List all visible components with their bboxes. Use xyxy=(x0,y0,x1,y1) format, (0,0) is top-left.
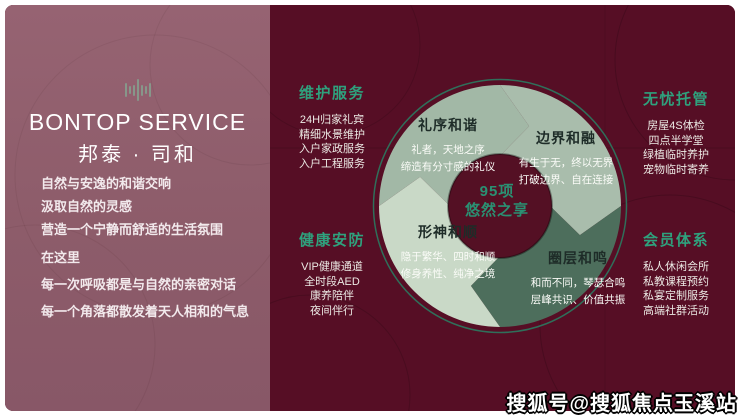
quadrant-line: 缔造有分寸感的礼仪 xyxy=(400,160,496,173)
service-item: VIP健康通道 xyxy=(301,261,363,273)
service-item: 24H归家礼宾 xyxy=(299,114,365,126)
service-item: 康养陪伴 xyxy=(310,290,354,303)
quadrant-sector-bottom-right xyxy=(470,206,621,327)
quadrant-line: 隐于繁华、四时和顺 xyxy=(400,251,496,263)
service-group-title: 会员体系 xyxy=(642,232,709,249)
quadrant-label-bottom-left: 形神和顺 隐于繁华、四时和顺 修身养性、纯净之境 xyxy=(373,222,523,282)
intro-text: 自然与安逸的和谐交响 汲取自然的灵感 营造一个宁静而舒适的生活氛围 在这里 每一… xyxy=(41,177,261,332)
intro-line: 每一个角落都散发着天人相和的气息 xyxy=(41,304,250,319)
quadrant-title: 圈层和鸣 xyxy=(548,250,608,266)
service-group-title: 无忧托管 xyxy=(642,91,709,108)
quadrant-line: 礼者，天地之序 xyxy=(411,144,485,156)
intro-line: 自然与安逸的和谐交响 xyxy=(41,176,172,191)
service-item: 私宴定制服务 xyxy=(643,290,709,303)
quadrant-line: 层峰共识、价值共振 xyxy=(530,293,626,306)
service-item: 私教课程预约 xyxy=(643,275,709,288)
audio-bars-icon xyxy=(5,77,270,103)
service-group-title: 维护服务 xyxy=(298,85,365,102)
quadrant-line: 打破边界、自在连接 xyxy=(518,173,614,186)
slide: BONTOP SERVICE 邦泰 · 司和 自然与安逸的和谐交响 汲取自然的灵… xyxy=(5,5,735,411)
quadrant-sector-bottom-left xyxy=(379,176,500,327)
quadrant-label-top-right: 边界和融 有生于无，终以无界 打破边界、自在连接 xyxy=(491,128,641,188)
service-item: 夜间伴行 xyxy=(310,304,354,317)
service-group-membership: 会员体系 私人休闲会所 私教课程预约 私宴定制服务 高端社群活动 xyxy=(618,229,734,318)
quadrant-title: 礼序和谐 xyxy=(418,117,478,133)
quadrant-sector-top-right xyxy=(500,85,621,236)
service-item: 绿植临时养护 xyxy=(643,149,709,162)
diagram-outer-ring xyxy=(372,78,628,334)
brand-name-en: BONTOP SERVICE xyxy=(28,109,247,135)
quadrant-label-top-left: 礼序和谐 礼者，天地之序 缔造有分寸感的礼仪 xyxy=(373,115,523,175)
quadrant-title: 形神和顺 xyxy=(418,224,478,240)
center-label-count: 95项 xyxy=(479,183,515,200)
service-item: 精细水景维护 xyxy=(299,128,365,141)
quadrant-line: 和而不同，琴瑟合鸣 xyxy=(530,277,626,289)
brand-name-cn: 邦泰 · 司和 xyxy=(78,144,197,166)
service-item: 房屋4S体检 xyxy=(647,120,705,132)
service-item: 四点半学堂 xyxy=(648,134,704,147)
service-group-title: 健康安防 xyxy=(298,232,365,249)
quadrant-line: 有生于无，终以无界 xyxy=(518,157,614,169)
service-cycle-diagram xyxy=(372,78,628,334)
intro-line: 汲取自然的灵感 xyxy=(41,199,133,214)
diagram-center-label: 95项 悠然之享 xyxy=(437,182,557,220)
service-item: 入户家政服务 xyxy=(299,143,365,156)
watermark: 搜狐号@搜狐焦点玉溪站 xyxy=(506,393,737,415)
quadrant-label-bottom-right: 圈层和鸣 和而不同，琴瑟合鸣 层峰共识、价值共振 xyxy=(503,248,653,308)
service-item: 私人休闲会所 xyxy=(643,261,709,273)
intro-line: 在这里 xyxy=(41,250,81,265)
service-item: 全时段AED xyxy=(304,275,360,288)
intro-line: 营造一个宁静而舒适的生活氛围 xyxy=(41,222,224,237)
service-group-maintenance: 维护服务 24H归家礼宾 精细水景维护 入户家政服务 入户工程服务 xyxy=(274,82,390,171)
intro-line: 每一次呼吸都是与自然的亲密对话 xyxy=(41,277,237,292)
left-panel: BONTOP SERVICE 邦泰 · 司和 自然与安逸的和谐交响 汲取自然的灵… xyxy=(5,5,270,411)
service-item: 宠物临时寄养 xyxy=(643,163,709,176)
service-group-trusteeship: 无忧托管 房屋4S体检 四点半学堂 绿植临时养护 宠物临时寄养 xyxy=(618,88,734,177)
service-item: 高端社群活动 xyxy=(643,304,709,317)
quadrant-line: 修身养性、纯净之境 xyxy=(400,267,496,280)
diagram-center-circle xyxy=(447,153,553,259)
service-group-health-security: 健康安防 VIP健康通道 全时段AED 康养陪伴 夜间伴行 xyxy=(274,229,390,318)
service-item: 入户工程服务 xyxy=(299,157,365,170)
center-label-text: 悠然之享 xyxy=(464,202,529,219)
quadrant-sector-top-left xyxy=(379,85,530,206)
quadrant-title: 边界和融 xyxy=(536,130,596,146)
